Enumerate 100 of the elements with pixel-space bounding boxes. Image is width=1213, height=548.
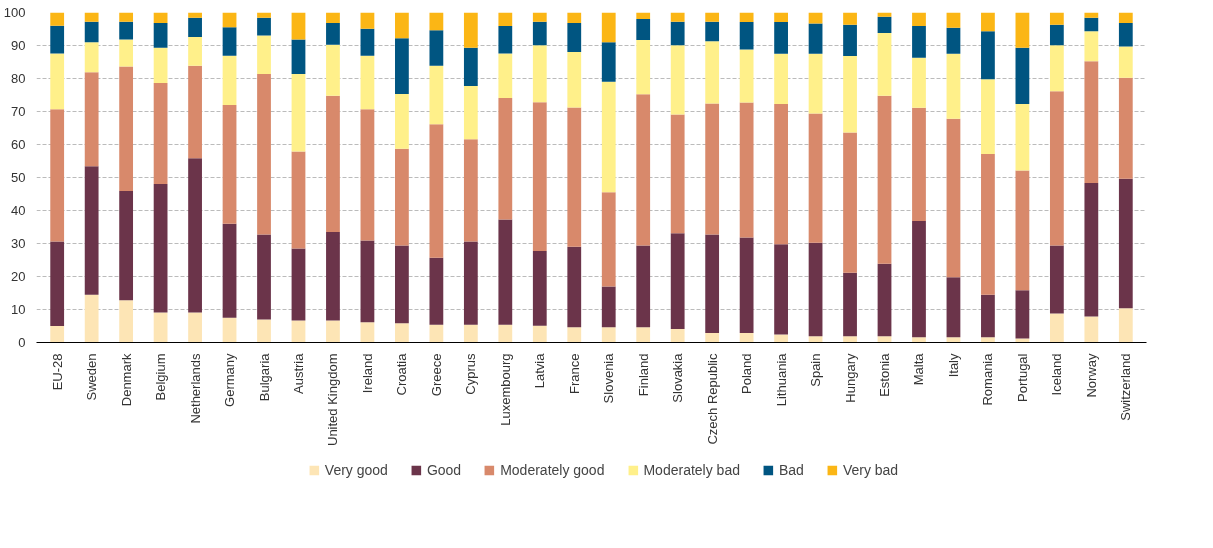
bar	[670, 114, 685, 234]
y-tick-label: 60	[11, 137, 26, 152]
x-tick-label: Netherlands	[187, 353, 203, 424]
bar	[463, 139, 478, 242]
x-tick-label: Bulgaria	[256, 352, 272, 402]
x-tick-label: EU-28	[49, 353, 65, 391]
bar	[808, 53, 823, 114]
bar	[291, 39, 306, 74]
x-tick-label: Poland	[739, 353, 755, 394]
bar	[84, 12, 99, 22]
bar	[50, 109, 65, 242]
bar	[1049, 12, 1064, 25]
y-tick-label: 0	[18, 335, 26, 350]
bar	[395, 38, 409, 95]
bar	[774, 103, 788, 245]
bar	[291, 248, 306, 321]
x-tick-label: Estonia	[877, 352, 893, 397]
y-tick-label: 90	[11, 38, 26, 53]
bar	[1118, 46, 1133, 78]
bar	[670, 45, 685, 115]
bar	[843, 56, 857, 133]
bar	[808, 23, 823, 54]
bar	[119, 12, 134, 22]
bar	[498, 97, 513, 220]
bar	[463, 241, 478, 325]
bar	[257, 35, 271, 74]
bar	[153, 47, 168, 84]
bar	[257, 234, 271, 320]
x-tick-label: Sweden	[84, 353, 100, 401]
bar	[1084, 12, 1099, 18]
legend-label: Moderately good	[500, 462, 605, 478]
bar	[946, 53, 961, 119]
bar	[188, 12, 202, 18]
bar	[188, 17, 202, 37]
bar	[567, 52, 582, 108]
bar	[532, 12, 547, 22]
bar	[705, 103, 720, 235]
bar	[1015, 170, 1030, 291]
bar	[291, 151, 306, 249]
x-tick-label: Malta	[911, 352, 927, 386]
bar	[1118, 23, 1133, 47]
bar	[636, 327, 651, 343]
bar	[1015, 12, 1030, 48]
bar	[981, 79, 995, 155]
y-tick-label: 100	[3, 5, 26, 20]
bar	[119, 21, 134, 40]
bar	[877, 263, 892, 337]
bar	[498, 219, 513, 325]
bar	[1084, 31, 1099, 62]
bar	[981, 294, 995, 338]
bar	[291, 320, 306, 343]
x-tick-label: France	[566, 353, 582, 394]
bar	[532, 251, 547, 326]
bar	[912, 57, 926, 108]
bar	[877, 95, 892, 264]
bar	[601, 42, 616, 82]
bar	[257, 17, 271, 36]
bar	[946, 277, 961, 338]
bar	[257, 73, 271, 235]
bar	[119, 39, 134, 67]
bar	[981, 12, 995, 32]
bar	[1015, 103, 1030, 171]
x-tick-label: Lithuania	[773, 352, 789, 407]
bar	[498, 53, 513, 98]
bar	[291, 12, 306, 40]
legend-label: Moderately bad	[643, 462, 740, 478]
bar	[1118, 12, 1133, 24]
bar	[498, 324, 513, 343]
bar	[567, 327, 582, 343]
x-tick-label: Denmark	[118, 353, 134, 407]
bar	[739, 237, 754, 333]
x-tick-label: Ireland	[359, 353, 375, 394]
bar	[670, 328, 685, 343]
bar	[395, 323, 409, 343]
bar	[705, 12, 720, 22]
x-tick-label: Portugal	[1014, 353, 1030, 402]
bar	[567, 107, 582, 247]
x-tick-label: Spain	[808, 353, 824, 387]
bar	[601, 286, 616, 328]
x-tick-label: Czech Republic	[704, 353, 720, 445]
bar	[84, 72, 99, 167]
x-tick-label: Iceland	[1049, 353, 1065, 396]
bar	[912, 337, 926, 343]
bar	[222, 27, 237, 56]
bar	[188, 36, 202, 66]
bar	[1118, 308, 1133, 343]
y-tick-label: 70	[11, 104, 26, 119]
bar	[912, 26, 926, 58]
bar	[567, 12, 582, 24]
x-tick-label: Latvia	[532, 352, 548, 389]
legend-label: Good	[426, 462, 462, 478]
bar	[84, 42, 99, 73]
bar	[912, 107, 926, 222]
bar	[567, 23, 582, 53]
x-tick-label: Finland	[635, 353, 651, 397]
bar	[912, 221, 926, 338]
bar	[705, 21, 720, 42]
bar	[1118, 77, 1133, 179]
bar	[532, 45, 547, 103]
bar	[395, 12, 409, 39]
